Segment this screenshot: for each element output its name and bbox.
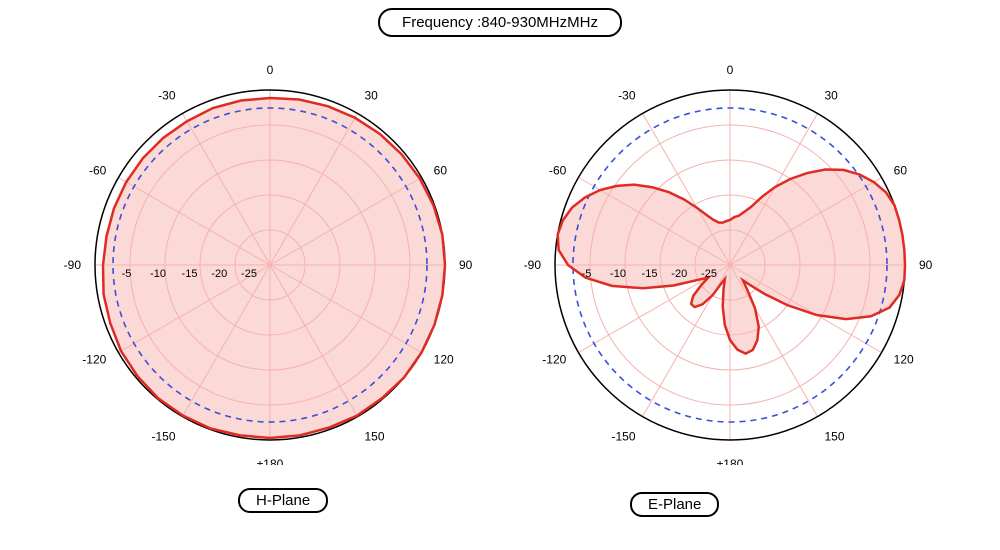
svg-text:-15: -15	[182, 268, 198, 280]
svg-text:-5: -5	[582, 268, 592, 280]
svg-text:-90: -90	[524, 258, 542, 272]
svg-text:-60: -60	[549, 164, 567, 178]
svg-text:90: 90	[459, 258, 473, 272]
svg-text:-20: -20	[211, 268, 227, 280]
svg-text:-30: -30	[158, 88, 176, 102]
svg-text:±180: ±180	[717, 457, 744, 465]
svg-text:30: 30	[825, 88, 839, 102]
svg-text:-150: -150	[611, 430, 635, 444]
charts-container: 0306090120150±180-150-120-90-60-30-5-10-…	[0, 45, 1000, 485]
svg-text:-120: -120	[82, 353, 106, 367]
svg-text:150: 150	[365, 430, 385, 444]
svg-text:0: 0	[267, 63, 274, 77]
svg-text:0: 0	[727, 63, 734, 77]
svg-text:30: 30	[365, 88, 379, 102]
svg-text:-60: -60	[89, 164, 107, 178]
svg-text:150: 150	[825, 430, 845, 444]
svg-text:60: 60	[894, 164, 908, 178]
svg-text:-90: -90	[64, 258, 82, 272]
h-plane-chart: 0 30 60 90 120 150 ±180 -150 -120 -90 -60 -30 -5 -10 -…	[60, 45, 480, 465]
svg-text:-25: -25	[701, 268, 717, 280]
svg-text:-150: -150	[151, 430, 175, 444]
svg-text:-5: -5	[122, 268, 132, 280]
svg-text:120: 120	[434, 353, 454, 367]
svg-text:-10: -10	[610, 268, 626, 280]
e-plane-caption: E-Plane	[630, 492, 719, 517]
svg-text:-20: -20	[671, 268, 687, 280]
svg-text:-30: -30	[618, 88, 636, 102]
svg-text:90: 90	[919, 258, 933, 272]
svg-text:60: 60	[434, 164, 448, 178]
frequency-title: Frequency :840-930MHzMHz	[378, 8, 622, 37]
h-plane-caption: H-Plane	[238, 488, 328, 513]
svg-text:-15: -15	[642, 268, 658, 280]
svg-text:-120: -120	[542, 353, 566, 367]
e-plane-chart: 0 30 60 90 120 150 ±180 -150 -120 -90 -60 -30 -5 -10 -…	[520, 45, 940, 465]
svg-text:-25: -25	[241, 268, 257, 280]
svg-text:±180: ±180	[257, 457, 284, 465]
svg-text:120: 120	[894, 353, 914, 367]
svg-text:-10: -10	[150, 268, 166, 280]
